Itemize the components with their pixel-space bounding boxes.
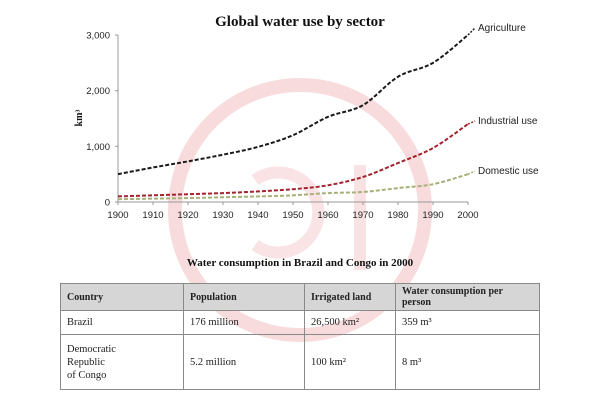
country-line: Republic [67, 356, 105, 368]
y-tick-label: 1,000 [86, 142, 110, 153]
legend-leader-industrial-use [467, 120, 476, 125]
series-line-agriculture [117, 34, 469, 176]
series-line-domestic-use [117, 173, 469, 201]
x-tick-label: 1910 [142, 210, 163, 221]
x-tick-label: 1980 [387, 210, 408, 221]
data-table: Country Population Irrigated land Water … [60, 283, 540, 390]
x-tick-label: 1970 [352, 210, 373, 221]
series-line-industrial-use [117, 123, 469, 198]
y-axis-label: km³ [74, 110, 85, 127]
legend-leader-domestic-use [467, 170, 476, 175]
country-line: Democratic [67, 343, 116, 355]
legend-label-domestic-use: Domestic use [478, 166, 539, 177]
legend-label-agriculture: Agriculture [478, 23, 526, 34]
x-tick-label: 1960 [317, 210, 338, 221]
cell-population: 176 million [183, 310, 305, 335]
header-irrigated-land: Irrigated land [304, 283, 396, 311]
cell-water-per-person: 359 m³ [395, 310, 540, 335]
table-title: Water consumption in Brazil and Congo in… [186, 257, 414, 269]
header-water-per-person: Water consumption per person [395, 283, 540, 311]
cell-country: Brazil [60, 310, 184, 335]
country-line: of Congo [67, 369, 107, 381]
x-tick-label: 1930 [212, 210, 233, 221]
x-tick-label: 1950 [282, 210, 303, 221]
chart-title: Global water use by sector [215, 14, 385, 30]
header-population: Population [183, 283, 305, 311]
x-tick-label: 1940 [247, 210, 268, 221]
x-tick-label: 1920 [177, 210, 198, 221]
table-row: Democratic Republic of Congo 5.2 million… [60, 334, 540, 390]
cell-population: 5.2 million [183, 334, 305, 390]
x-tick-label: 2000 [457, 210, 478, 221]
table-row: Brazil 176 million 26,500 km² 359 m³ [60, 310, 540, 335]
header-country: Country [60, 283, 184, 311]
cell-water-per-person: 8 m³ [395, 334, 540, 390]
cell-irrigated-land: 26,500 km² [304, 310, 396, 335]
y-tick-label: 2,000 [86, 86, 110, 97]
cell-irrigated-land: 100 km² [304, 334, 396, 390]
x-tick-label: 1900 [107, 210, 128, 221]
y-tick-label: 3,000 [86, 31, 110, 42]
line-chart: Global water use by sector km³ 0 1,000 2,0… [74, 14, 539, 221]
legend-label-industrial-use: Industrial use [478, 116, 538, 127]
y-tick-label: 0 [105, 198, 110, 209]
x-tick-label: 1990 [422, 210, 443, 221]
legend-leader-agriculture [467, 27, 476, 36]
table-header-row: Country Population Irrigated land Water … [60, 283, 540, 311]
cell-country: Democratic Republic of Congo [60, 334, 184, 390]
